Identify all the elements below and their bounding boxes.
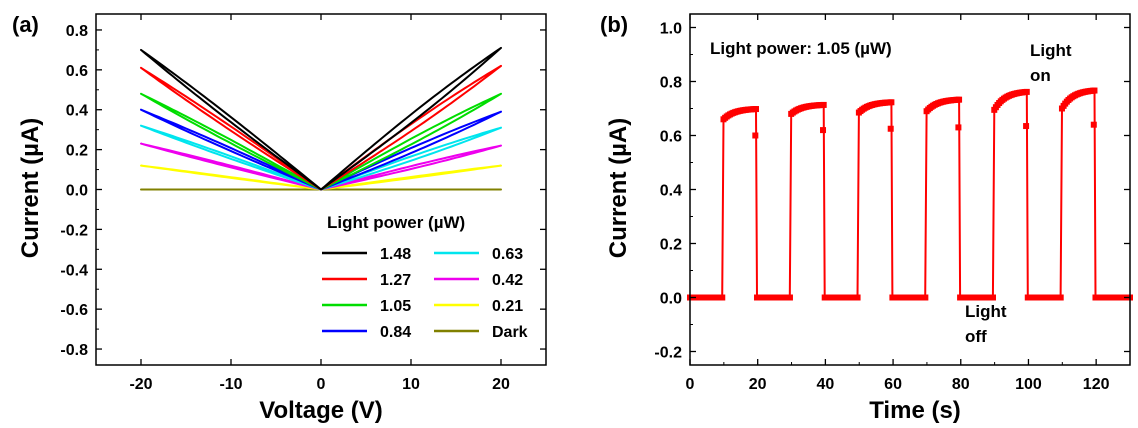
legend-label-1-27: 1.27 xyxy=(380,272,411,289)
series-0-42-curve xyxy=(140,142,502,191)
light-off-label-line1: Light xyxy=(965,302,1007,321)
transition-point xyxy=(1023,123,1030,130)
panel-a-label: (a) xyxy=(12,12,39,37)
a-y-tick-label: 0.4 xyxy=(66,103,88,120)
data-point xyxy=(956,96,963,103)
a-x-tick-label: -20 xyxy=(129,376,152,393)
panel-b-ticks: 0 20 40 60 80 100 120 -0.2 0.0 0.2 0.4 0.6 0.8 1.0 xyxy=(654,14,1130,393)
panel-a-x-axis-label: Voltage (V) xyxy=(259,397,383,424)
legend-label-0-84: 0.84 xyxy=(380,324,411,341)
panel-a-y-axis-label: Current (µA) xyxy=(17,118,44,258)
panel-b-light-power-annotation: Light power: 1.05 (µW) xyxy=(710,39,892,58)
b-y-tick-label: 1.0 xyxy=(660,21,682,38)
panel-b-label: (b) xyxy=(600,12,628,37)
data-point xyxy=(1023,88,1030,95)
panel-b-x-axis-label: Time (s) xyxy=(869,397,961,424)
panel-b: (b) Current (µA) Time (s) 0 20 40 60 80 100 12… xyxy=(600,12,1133,424)
transition-point xyxy=(955,124,962,131)
data-point xyxy=(888,99,895,106)
baseline-point xyxy=(922,294,929,301)
a-y-tick-label: -0.4 xyxy=(60,262,88,279)
b-x-tick-label: 40 xyxy=(816,376,834,393)
b-y-tick-label: 0.8 xyxy=(660,75,682,92)
light-on-label-line1: Light xyxy=(1030,41,1072,60)
b-x-tick-label: 100 xyxy=(1015,376,1042,393)
baseline-point xyxy=(854,294,861,301)
a-y-tick-label: -0.8 xyxy=(60,342,88,359)
data-point xyxy=(753,106,759,113)
b-y-tick-label: 0.6 xyxy=(660,129,682,146)
legend-label-1-48: 1.48 xyxy=(380,246,411,263)
baseline-point xyxy=(989,294,996,301)
b-x-tick-label: 0 xyxy=(686,376,695,393)
data-point xyxy=(1091,87,1098,94)
legend-label-dark: Dark xyxy=(492,324,528,341)
legend-label-0-42: 0.42 xyxy=(492,272,523,289)
b-x-tick-label: 60 xyxy=(884,376,902,393)
b-y-tick-label: 0.2 xyxy=(660,237,682,254)
transition-point xyxy=(887,125,894,132)
photoresponse-markers xyxy=(687,87,1133,301)
legend-label-0-21: 0.21 xyxy=(492,298,523,315)
b-x-tick-label: 80 xyxy=(952,376,970,393)
transition-point xyxy=(1090,121,1097,128)
data-point xyxy=(820,101,827,108)
a-y-tick-label: 0.8 xyxy=(66,23,88,40)
panel-b-curves xyxy=(687,87,1133,301)
light-off-label-line2: off xyxy=(965,327,987,346)
a-y-tick-label: -0.2 xyxy=(60,222,88,239)
baseline-point xyxy=(1057,294,1064,301)
panel-a: (a) Current (µA) Voltage (V) -20 -10 0 10 20… xyxy=(12,12,547,424)
series-0-84-curve xyxy=(140,108,502,191)
b-y-tick-label: -0.2 xyxy=(654,345,682,362)
series-1-27-curve xyxy=(140,64,502,191)
a-x-tick-label: 10 xyxy=(402,376,420,393)
series-0-21-curve xyxy=(140,164,502,191)
a-y-tick-label: -0.6 xyxy=(60,302,88,319)
series-1-48-curve xyxy=(140,46,502,191)
b-y-tick-label: 0.0 xyxy=(660,291,682,308)
a-x-tick-label: 20 xyxy=(492,376,510,393)
a-x-tick-label: 0 xyxy=(317,376,326,393)
panel-a-legend: Light power (µW) 1.48 1.27 1.05 0.84 0.63 0.4… xyxy=(322,213,528,341)
series-1-05-curve xyxy=(140,92,502,191)
b-y-tick-label: 0.4 xyxy=(660,183,682,200)
panel-a-curves xyxy=(140,46,502,191)
a-y-tick-label: 0.0 xyxy=(66,183,88,200)
legend-label-0-63: 0.63 xyxy=(492,246,523,263)
transition-point xyxy=(752,132,759,139)
baseline-point xyxy=(786,294,793,301)
a-y-tick-label: 0.2 xyxy=(66,143,88,160)
b-x-tick-label: 20 xyxy=(749,376,767,393)
a-x-tick-label: -10 xyxy=(219,376,242,393)
legend-label-1-05: 1.05 xyxy=(380,298,411,315)
photoresponse-curve xyxy=(690,89,1130,299)
baseline-point xyxy=(719,294,726,301)
panel-a-ticks: -20 -10 0 10 20 -0.8 -0.6 -0.4 -0.2 0.0 0.2 0.4 0.6 0… xyxy=(60,14,546,393)
b-x-tick-label: 120 xyxy=(1083,376,1110,393)
series-0-63-curve xyxy=(140,124,502,191)
panel-a-legend-title: Light power (µW) xyxy=(327,213,465,232)
light-on-label-line2: on xyxy=(1030,66,1051,85)
a-y-tick-label: 0.6 xyxy=(66,63,88,80)
panel-b-y-axis-label: Current (µA) xyxy=(605,118,632,258)
transition-point xyxy=(820,127,827,134)
